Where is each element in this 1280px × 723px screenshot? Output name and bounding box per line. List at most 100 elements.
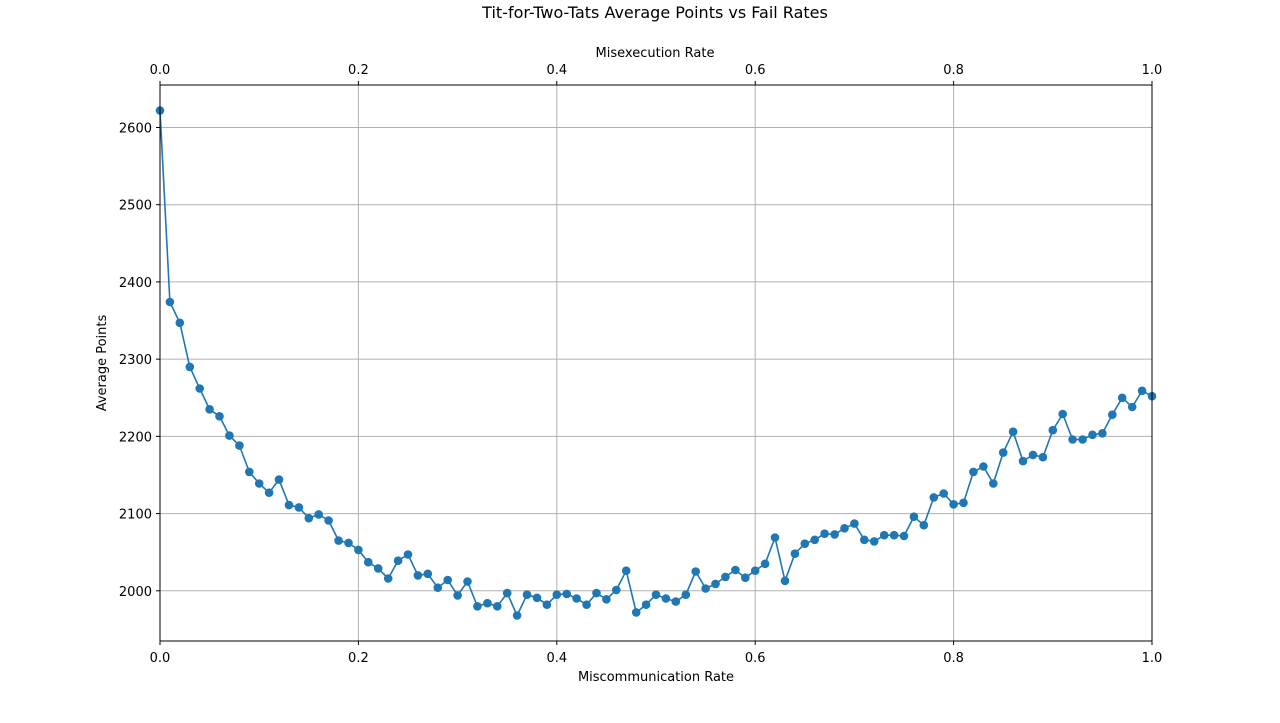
data-point — [572, 594, 581, 603]
data-point — [443, 575, 453, 585]
data-point — [364, 557, 373, 567]
top-x-axis-label: Misexecution Rate — [596, 46, 715, 61]
series-layer — [155, 106, 1157, 620]
axes: 0.0 0.2 0.4 0.6 0.8 1.0 0.0 0.2 0.4 0.6 0.8 1.0 2000… — [119, 63, 1162, 666]
data-point — [1038, 452, 1048, 462]
y-axis-label: Average Points — [95, 314, 110, 411]
data-point — [284, 500, 294, 510]
data-point — [493, 602, 502, 611]
top-x-tick-label: 0.4 — [546, 63, 567, 78]
data-point — [691, 567, 700, 576]
data-point — [1098, 429, 1107, 438]
chart-title: Tit-for-Two-Tats Average Points vs Fail … — [481, 3, 828, 22]
data-point — [423, 569, 433, 579]
gridlines — [159, 85, 1153, 641]
data-point — [939, 489, 948, 498]
data-point — [790, 549, 800, 558]
data-point — [344, 538, 353, 548]
data-point — [1108, 410, 1117, 420]
data-point — [1078, 435, 1087, 444]
data-point — [631, 608, 641, 617]
y-tick-label: 2600 — [119, 121, 152, 136]
data-point — [393, 556, 403, 565]
data-point — [850, 519, 859, 528]
top-x-tick-label: 0.8 — [943, 63, 964, 78]
data-point — [354, 545, 363, 555]
data-point — [324, 516, 333, 525]
data-point — [205, 405, 214, 414]
x-tick-label: 0.2 — [348, 651, 369, 666]
data-point — [750, 566, 760, 575]
data-point — [235, 441, 244, 450]
data-point — [1048, 425, 1058, 435]
data-point — [245, 467, 254, 477]
data-point — [1028, 450, 1038, 460]
data-point — [483, 598, 492, 608]
data-point — [820, 529, 829, 538]
data-point — [1117, 393, 1127, 403]
data-point — [780, 576, 790, 586]
data-point — [869, 537, 879, 546]
data-point — [215, 412, 224, 421]
data-point — [602, 595, 611, 604]
data-point — [1137, 386, 1147, 396]
data-point — [1127, 402, 1137, 412]
data-point — [760, 559, 770, 569]
data-point — [1008, 427, 1018, 437]
data-point — [959, 498, 968, 508]
top-x-tick-label: 1.0 — [1142, 63, 1163, 78]
data-point — [889, 530, 899, 540]
data-point — [671, 597, 681, 606]
data-point — [473, 602, 482, 611]
data-point — [899, 531, 909, 541]
data-point — [562, 589, 571, 599]
data-point — [165, 297, 175, 307]
data-point — [195, 384, 204, 393]
data-point — [403, 550, 413, 559]
data-point — [770, 533, 780, 542]
x-axis-label: Miscommunication Rate — [578, 670, 734, 685]
data-point — [731, 565, 740, 575]
data-point — [860, 535, 869, 545]
data-point — [592, 588, 601, 598]
data-point — [373, 564, 383, 573]
data-point — [582, 600, 591, 609]
data-point — [979, 462, 988, 471]
data-point — [1068, 435, 1077, 444]
data-point — [621, 566, 631, 575]
data-point — [840, 524, 849, 533]
y-tick-label: 2500 — [119, 199, 152, 214]
data-point — [989, 479, 998, 488]
data-point — [532, 593, 542, 603]
data-point — [502, 588, 512, 598]
data-point — [612, 585, 621, 595]
y-tick-label: 2200 — [119, 430, 152, 445]
data-point — [810, 535, 819, 545]
data-point — [542, 600, 552, 609]
top-x-tick-label: 0.2 — [348, 63, 369, 78]
y-tick-label: 2000 — [119, 585, 152, 600]
data-point — [651, 590, 661, 599]
data-point — [969, 467, 978, 477]
data-point — [641, 600, 651, 609]
data-point — [185, 362, 195, 372]
data-point — [314, 510, 324, 519]
data-point — [274, 475, 284, 484]
data-point — [383, 574, 393, 583]
data-point — [413, 571, 423, 580]
data-point — [879, 530, 889, 540]
plot-area-frame — [159, 84, 1153, 642]
data-point — [661, 594, 671, 603]
y-tick-label: 2400 — [119, 276, 152, 291]
data-point — [225, 431, 234, 440]
data-point — [433, 583, 443, 592]
data-point — [909, 512, 919, 521]
data-point — [1058, 409, 1067, 419]
data-point — [522, 590, 532, 599]
data-point — [175, 318, 185, 328]
data-point — [1018, 456, 1028, 466]
data-point — [304, 513, 314, 523]
data-point — [721, 572, 730, 582]
data-point — [294, 503, 304, 512]
